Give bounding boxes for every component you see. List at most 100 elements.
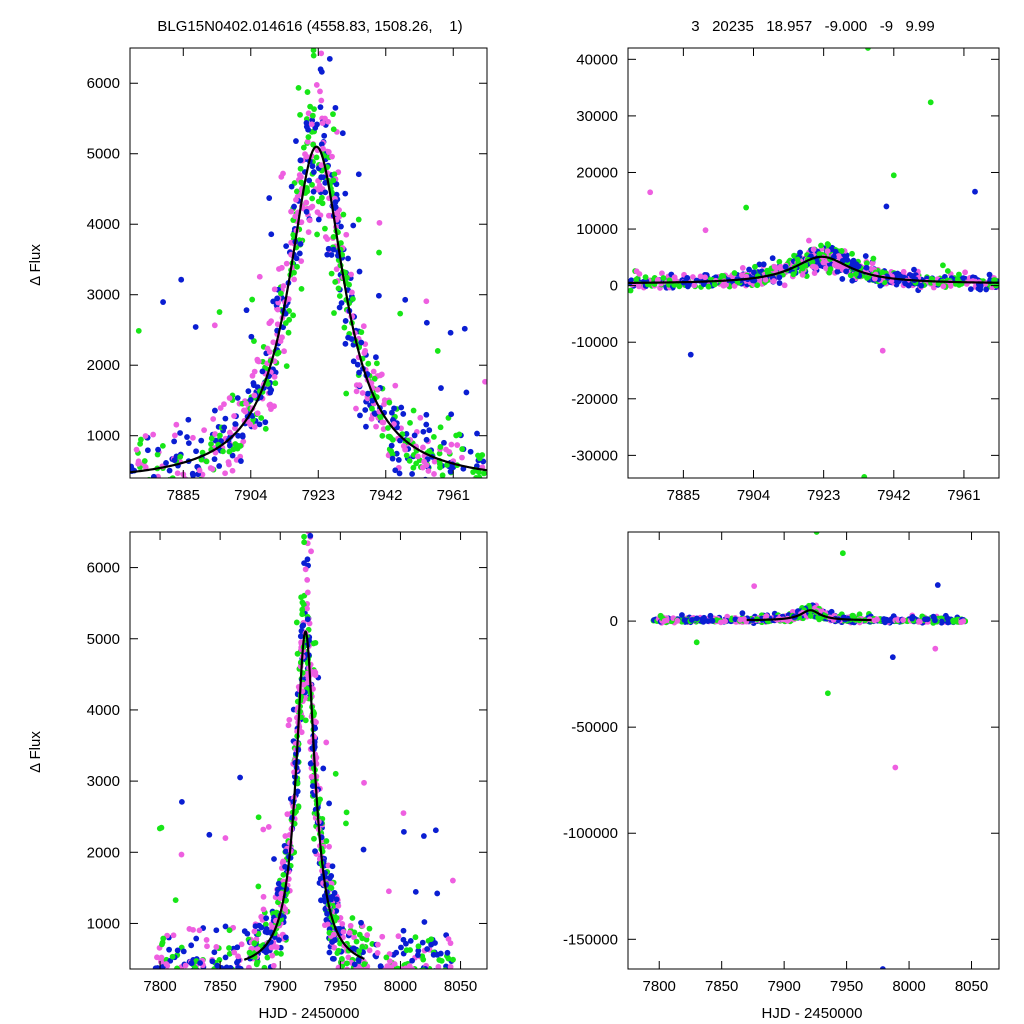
- data-point: [944, 268, 951, 274]
- plot-frame: [129, 47, 488, 479]
- data-point: [226, 927, 233, 934]
- data-point: [295, 84, 302, 91]
- data-point: [169, 953, 176, 960]
- data-point: [309, 181, 315, 188]
- data-point: [343, 809, 350, 816]
- data-point: [364, 390, 371, 397]
- data-point: [341, 324, 348, 331]
- data-point: [358, 339, 365, 346]
- plot-frame: [129, 531, 488, 970]
- y-tick-label: 6000: [87, 75, 120, 92]
- data-point: [476, 455, 483, 462]
- data-point: [303, 208, 310, 215]
- x-tick-label: 7942: [877, 487, 910, 504]
- data-point: [260, 906, 267, 913]
- data-point: [282, 848, 289, 855]
- panel-top-right: 7885 7904 7923 7942 7961 -30000 -20000 -10000 0 1…: [571, 47, 1000, 504]
- y-tick-label: 4000: [87, 216, 120, 233]
- data-point: [403, 452, 410, 459]
- data-point: [226, 945, 232, 951]
- data-point: [163, 961, 170, 967]
- data-point: [340, 928, 347, 935]
- data-point: [251, 424, 258, 430]
- data-point: [437, 424, 444, 431]
- data-point: [400, 927, 407, 934]
- ylabel-top-left: Δ Flux: [27, 244, 44, 286]
- data-point: [300, 681, 307, 688]
- data-point: [438, 385, 444, 391]
- data-point: [193, 935, 200, 942]
- data-point: [751, 583, 758, 589]
- data-point: [332, 770, 339, 777]
- data-point: [270, 962, 277, 969]
- data-point: [138, 436, 144, 443]
- data-point: [383, 954, 390, 961]
- data-point: [751, 269, 757, 276]
- data-point: [212, 407, 218, 414]
- data-point: [309, 195, 316, 202]
- data-point: [454, 442, 461, 448]
- data-point: [174, 965, 180, 969]
- data-point: [314, 231, 320, 238]
- data-point: [304, 605, 310, 612]
- data-point: [321, 132, 328, 139]
- data-point: [437, 464, 443, 471]
- data-point: [400, 810, 407, 816]
- data-point: [330, 126, 337, 133]
- data-point: [301, 560, 307, 567]
- data-point: [799, 271, 806, 278]
- data-point: [312, 124, 319, 131]
- data-point: [251, 392, 258, 399]
- data-point: [463, 389, 470, 396]
- data-point: [182, 962, 189, 969]
- data-point: [353, 938, 360, 945]
- data-point: [310, 141, 317, 148]
- data-point: [188, 942, 195, 949]
- data-point: [398, 404, 405, 411]
- data-point: [310, 48, 317, 54]
- data-point: [375, 292, 382, 299]
- data-point: [290, 312, 297, 319]
- data-point: [307, 532, 314, 539]
- data-point: [318, 174, 325, 181]
- data-point: [956, 271, 962, 278]
- data-point: [201, 427, 208, 433]
- y-tick-label: 30000: [576, 108, 618, 125]
- data-point: [377, 372, 384, 379]
- data-point: [338, 300, 345, 306]
- data-point: [377, 963, 384, 969]
- data-point: [178, 276, 185, 283]
- data-point: [361, 350, 368, 356]
- data-point: [256, 922, 263, 929]
- data-point: [343, 390, 350, 397]
- data-point: [353, 405, 359, 412]
- data-point: [322, 189, 329, 196]
- data-point: [739, 610, 746, 617]
- data-point: [413, 460, 420, 467]
- data-point: [188, 960, 195, 967]
- data-point: [679, 612, 685, 618]
- data-point: [299, 623, 306, 630]
- data-point: [746, 266, 752, 273]
- data-point: [689, 274, 696, 280]
- data-point: [852, 271, 859, 277]
- data-point: [304, 616, 311, 623]
- data-point: [401, 828, 407, 835]
- data-point: [237, 965, 244, 969]
- data-point: [328, 270, 335, 277]
- data-point: [328, 896, 334, 903]
- data-point: [314, 209, 321, 216]
- data-point: [351, 934, 357, 941]
- data-point: [234, 944, 241, 951]
- data-point: [293, 196, 299, 203]
- data-point: [909, 273, 915, 279]
- data-point: [958, 619, 965, 626]
- data-point: [280, 170, 286, 177]
- data-point: [221, 424, 228, 431]
- data-point: [255, 883, 262, 890]
- data-point: [203, 458, 210, 465]
- data-point: [229, 452, 236, 459]
- data-point: [320, 145, 326, 152]
- data-point: [308, 548, 314, 555]
- data-point: [447, 329, 454, 336]
